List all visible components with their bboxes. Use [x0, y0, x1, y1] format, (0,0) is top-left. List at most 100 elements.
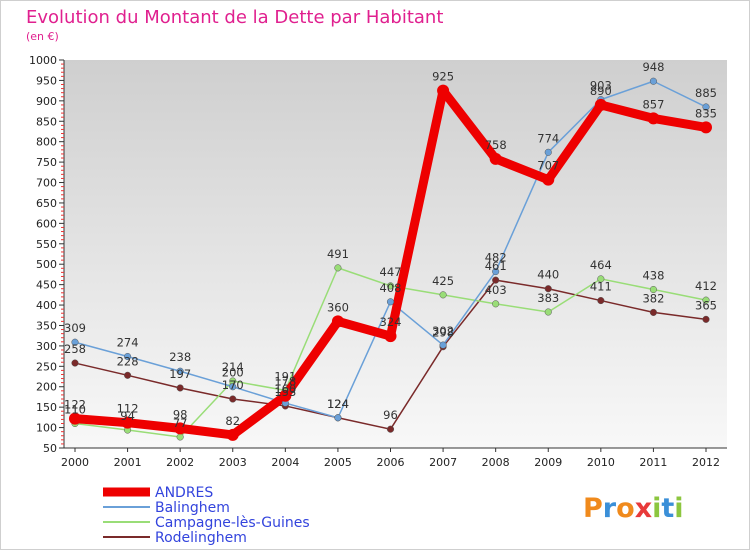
data-label: 440 — [537, 268, 559, 282]
x-tick-label: 2003 — [219, 456, 247, 469]
data-label: 200 — [222, 366, 244, 380]
x-tick-label: 2006 — [377, 456, 405, 469]
data-label: 408 — [380, 281, 402, 295]
data-label: 228 — [117, 354, 139, 368]
data-label: 412 — [695, 279, 717, 293]
data-label: 461 — [485, 259, 507, 273]
data-point — [176, 384, 184, 392]
data-label: 124 — [327, 397, 349, 411]
data-label: 403 — [485, 283, 507, 297]
data-label: 153 — [274, 385, 296, 399]
data-label: 438 — [642, 269, 664, 283]
y-tick-label: 950 — [36, 74, 57, 87]
data-label: 425 — [432, 274, 454, 288]
data-point — [702, 315, 710, 323]
x-tick-label: 2011 — [639, 456, 667, 469]
logo-letter: x — [635, 493, 652, 524]
data-label: 124 — [327, 397, 349, 411]
x-tick-label: 2002 — [166, 456, 194, 469]
data-label: 258 — [64, 342, 86, 356]
data-point — [544, 148, 552, 156]
y-tick-label: 850 — [36, 115, 57, 128]
legend-label: Balinghem — [155, 500, 230, 516]
x-tick-label: 2012 — [692, 456, 720, 469]
data-point — [700, 121, 712, 134]
data-label: 360 — [327, 300, 349, 314]
data-point — [439, 341, 447, 349]
data-label: 324 — [380, 315, 402, 329]
logo-letter: r — [603, 493, 617, 524]
y-tick-label: 900 — [36, 95, 57, 108]
y-tick-label: 400 — [36, 299, 57, 312]
y-tick-label: 800 — [36, 136, 57, 149]
data-label: 309 — [64, 321, 86, 335]
data-label: 857 — [642, 97, 664, 111]
data-label: 112 — [117, 402, 139, 416]
x-tick-label: 2010 — [587, 456, 615, 469]
logo-letter: t — [661, 493, 674, 524]
y-axis: 50 100 150 200 250 300 350 400 450 500 550 600 650 70… — [29, 54, 65, 455]
proxiti-logo: Proxiti — [583, 493, 684, 524]
y-tick-label: 550 — [36, 238, 57, 251]
series-points — [69, 77, 712, 441]
data-point — [176, 367, 184, 375]
data-label: 464 — [590, 258, 612, 272]
data-point — [331, 315, 344, 328]
y-tick-label: 150 — [36, 401, 57, 414]
data-point — [489, 152, 502, 165]
data-label: 758 — [485, 138, 507, 152]
x-tick-label: 2008 — [482, 456, 510, 469]
logo-letter: o — [616, 493, 635, 524]
data-point — [647, 112, 660, 125]
x-tick-label: 2005 — [324, 456, 352, 469]
x-tick-label: 2000 — [61, 456, 89, 469]
data-label: 274 — [117, 336, 139, 350]
data-point — [702, 103, 710, 111]
data-label: 447 — [380, 265, 402, 279]
data-point — [334, 264, 342, 272]
data-label: 890 — [590, 84, 612, 98]
data-point — [544, 308, 552, 316]
legend-label: Campagne-lès-Guines — [155, 515, 310, 531]
data-label: 925 — [432, 70, 454, 84]
data-point — [124, 352, 132, 361]
data-label: 178 — [274, 375, 296, 389]
data-point — [702, 296, 710, 304]
y-tick-label: 100 — [36, 422, 57, 435]
y-tick-label: 300 — [36, 340, 57, 353]
logo-letter: P — [583, 493, 603, 524]
x-axis: 2000 2001 2002 2003 2004 2005 2006 2007 2008 2009… — [61, 447, 727, 469]
y-tick-label: 750 — [36, 156, 57, 169]
data-point — [439, 291, 447, 299]
data-label: 885 — [695, 86, 717, 100]
data-point — [229, 383, 237, 391]
data-point — [71, 338, 79, 346]
data-label: 707 — [537, 159, 559, 173]
data-label: 77 — [173, 416, 188, 430]
data-point — [384, 330, 397, 343]
logo-wordmark: Proxiti — [583, 493, 684, 524]
data-label: 98 — [173, 407, 188, 421]
data-point — [594, 98, 607, 111]
data-label: 214 — [222, 360, 244, 374]
chart-subtitle: (en €) — [26, 30, 59, 43]
data-point — [386, 282, 395, 290]
data-point — [649, 308, 657, 316]
y-tick-label: 50 — [43, 442, 57, 455]
data-label: 482 — [485, 251, 507, 265]
data-point — [597, 297, 605, 305]
data-point — [229, 395, 237, 403]
data-point — [176, 433, 184, 441]
data-label: 191 — [274, 369, 296, 383]
data-point — [544, 285, 552, 293]
data-point — [334, 414, 342, 422]
legend-label: Rodelinghem — [155, 530, 247, 546]
data-point — [386, 298, 395, 306]
data-point — [174, 422, 187, 435]
data-label: 197 — [169, 367, 191, 381]
plot-area — [64, 60, 727, 448]
y-tick-label: 350 — [36, 319, 57, 332]
data-point — [386, 425, 395, 433]
data-point — [279, 389, 292, 402]
